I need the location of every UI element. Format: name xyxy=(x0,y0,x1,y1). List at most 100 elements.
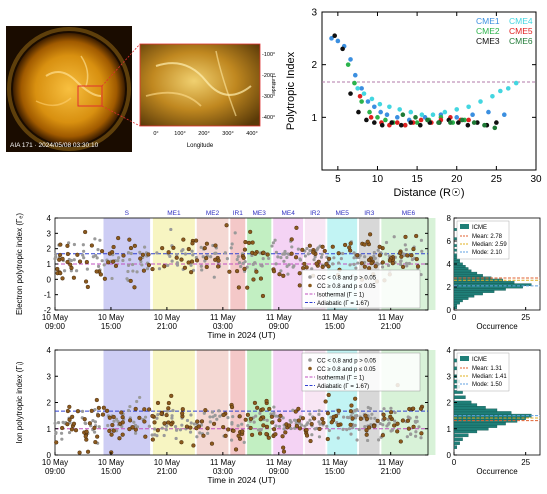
cme-point xyxy=(459,117,465,123)
scatter-point-brown xyxy=(248,229,253,234)
scatter-point-brown xyxy=(143,434,148,439)
x-tick-label: 11 May 03:00 xyxy=(210,458,236,476)
scatter-point-gray xyxy=(138,395,142,400)
scatter-point-gray xyxy=(53,252,58,256)
scatter-point-gray xyxy=(357,427,361,432)
scatter-point-gray xyxy=(332,256,336,260)
cme-point xyxy=(466,117,471,123)
scatter-point-brown xyxy=(294,423,299,429)
scatter-point-gray xyxy=(289,426,293,431)
scatter-point-gray xyxy=(274,424,278,428)
hist-legend-entry: Median: 1.41 xyxy=(472,374,507,380)
x-tick-date: 11 May xyxy=(210,313,236,322)
cme-point xyxy=(352,72,358,78)
scatter-point-gray xyxy=(294,418,298,423)
hist-legend-entry: Mode: 1.50 xyxy=(472,382,503,388)
scatter-point-brown xyxy=(162,421,167,426)
hist-y-tick-label: 6 xyxy=(447,237,452,246)
scatter-point-brown xyxy=(308,438,313,444)
scatter-point-brown xyxy=(202,246,207,251)
hist-y-tick-label: 4 xyxy=(447,260,452,269)
interval-band xyxy=(196,350,229,455)
cme-point xyxy=(398,122,404,128)
cme-point xyxy=(436,120,441,125)
scatter-point-brown xyxy=(171,245,176,250)
scatter-point-gray xyxy=(239,264,243,269)
hist-legend-entry: Mode: 2.10 xyxy=(472,250,503,256)
scatter-point-brown xyxy=(186,246,191,252)
scatter-point-gray xyxy=(174,436,178,441)
scatter-point-brown xyxy=(58,242,63,247)
x-tick-label: 11 May 09:00 xyxy=(266,313,292,331)
scatter-point-gray xyxy=(273,238,277,242)
hist-bar xyxy=(453,255,458,259)
scatter-point-brown xyxy=(366,257,372,263)
scatter-point-brown xyxy=(65,251,70,257)
cme-point xyxy=(372,104,377,110)
x-tick-date: 10 May xyxy=(98,313,124,322)
scatter-point-brown xyxy=(159,411,164,416)
scatter-point-brown xyxy=(364,432,369,437)
scatter-point-brown xyxy=(399,254,404,259)
scatter-point-gray xyxy=(354,266,358,270)
hist-bar xyxy=(453,441,460,445)
scatter-point-gray xyxy=(121,258,125,263)
scatter-point-gray xyxy=(102,263,106,267)
scatter-point-gray xyxy=(175,261,179,265)
scatter-point-brown xyxy=(130,425,135,430)
y-tick-label: 4 xyxy=(47,214,52,223)
scatter-point-brown xyxy=(330,244,335,249)
scatter-point-brown xyxy=(323,399,328,404)
hist-legend-title: ICME xyxy=(472,225,487,231)
scatter-point-gray xyxy=(198,431,202,435)
cme-point xyxy=(372,120,377,125)
scatter-point-gray xyxy=(376,248,380,252)
zoom-region-box xyxy=(77,85,103,107)
y-tick-label: 3 xyxy=(311,8,317,19)
scatter-point-gray xyxy=(363,425,367,429)
scatter-point-gray xyxy=(233,231,237,235)
scatter-point-brown xyxy=(179,257,184,262)
scatter-point-brown xyxy=(68,262,73,267)
scatter-point-brown xyxy=(242,247,248,252)
hist-bar xyxy=(453,248,458,252)
zoom-x-tick-labels: 0° 100° 200° 300° 400° xyxy=(153,131,257,137)
scatter-point-gray xyxy=(252,420,256,424)
scatter-point-gray xyxy=(212,275,216,279)
scatter-point-gray xyxy=(419,436,423,440)
interval-label: ME6 xyxy=(402,210,416,217)
scatter-point-brown xyxy=(226,427,231,432)
scatter-point-brown xyxy=(397,250,403,256)
hist-y-tick-label: 8 xyxy=(447,214,452,223)
scatter-point-brown xyxy=(106,260,111,265)
interval-label: ME3 xyxy=(253,210,267,217)
hist-legend-title: ICME xyxy=(472,357,487,363)
electron-panel: S ME1 ME2 IR1 ME3 ME4 IR2 ME5 IR3 ME6 -2 -1 0 1 2 3 4 10 … xyxy=(0,200,547,340)
scatter-point-gray xyxy=(192,422,196,426)
cme-point xyxy=(478,99,483,104)
scatter-point-brown xyxy=(329,420,334,425)
cme-point xyxy=(471,120,477,125)
scatter-point-gray xyxy=(380,265,385,269)
zoom-x-tick: 0° xyxy=(153,131,158,137)
scatter-point-brown xyxy=(196,424,202,429)
scatter-point-gray xyxy=(382,407,386,411)
scatter-point-gray xyxy=(317,435,322,439)
hist-y-tick-label: 4 xyxy=(447,346,452,355)
scatter-point-gray xyxy=(85,267,89,271)
scatter-point-gray xyxy=(404,261,409,265)
scatter-point-brown xyxy=(320,416,325,422)
scatter-point-brown xyxy=(89,408,94,413)
scatter-point-gray xyxy=(150,433,154,437)
scatter-point-gray xyxy=(208,420,212,424)
scatter-point-gray xyxy=(213,413,217,417)
scatter-point-brown xyxy=(189,270,194,275)
scatter-point-brown xyxy=(109,432,114,437)
ion-panel: 0 1 2 3 4 10 May 09:00 10 May 15:00 10 May 21:00 11… xyxy=(0,342,547,489)
scatter-point-brown xyxy=(251,277,256,282)
scatter-point-brown xyxy=(99,249,105,254)
zoom-y-tick: -100° xyxy=(262,52,275,58)
hist-y-tick-label: 0 xyxy=(447,306,452,315)
scatter-point-brown xyxy=(107,415,112,420)
scatter-point-gray xyxy=(303,254,307,258)
